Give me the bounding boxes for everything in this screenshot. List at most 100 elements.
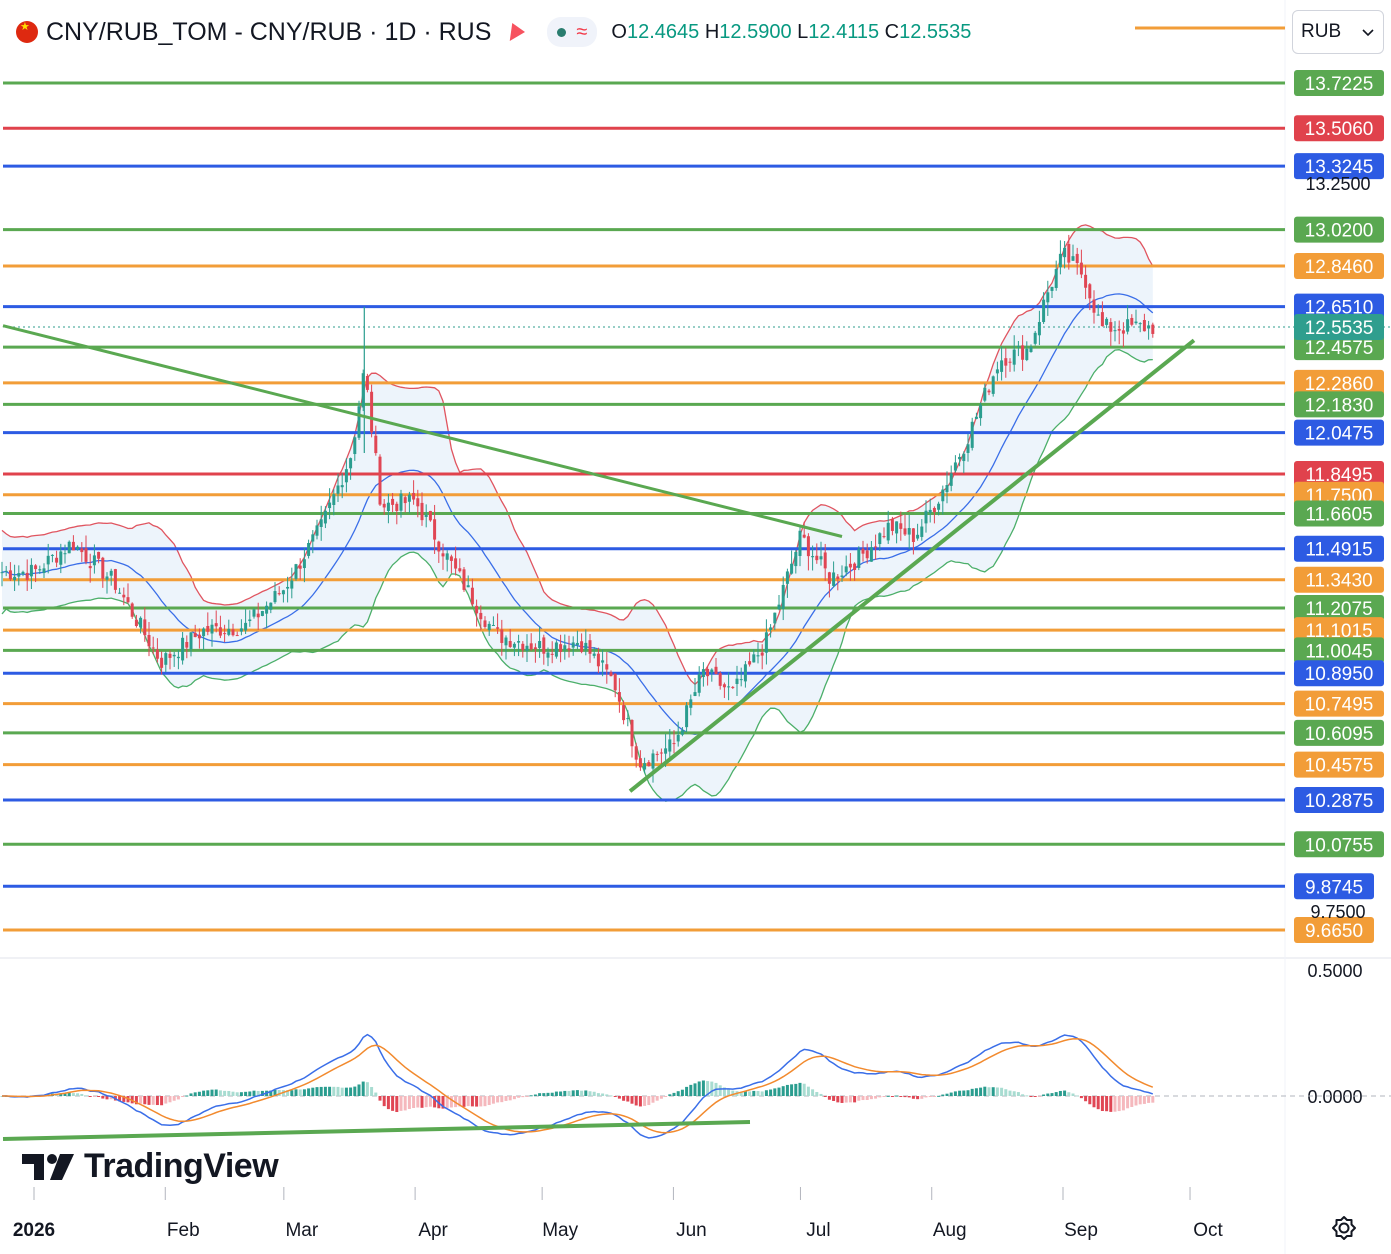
candle [403, 495, 407, 513]
candle [126, 583, 130, 604]
candle-body [974, 416, 978, 419]
price-tag-bg [1294, 460, 1384, 487]
candle [613, 673, 617, 698]
macd-histogram-bar [227, 1090, 231, 1096]
candle [491, 616, 495, 626]
macd-histogram-bar [958, 1090, 962, 1096]
symbol-title[interactable]: CNY/RUB_TOM - CNY/RUB · 1D · RUS [46, 17, 492, 46]
macd-histogram-bar [202, 1090, 206, 1096]
candle [832, 561, 836, 588]
price-tag-bg [1294, 751, 1384, 778]
candle-body [231, 629, 235, 636]
candle-body [832, 572, 836, 586]
macd-histogram-bar [609, 1095, 613, 1097]
macd-histogram-bar [542, 1093, 546, 1096]
candle [391, 493, 395, 513]
macd-histogram-bar [290, 1090, 294, 1096]
candle-body [651, 753, 655, 769]
candle-body [399, 493, 403, 511]
currency-select[interactable]: RUB [1292, 10, 1384, 54]
candle [298, 558, 302, 580]
tradingview-logo[interactable]: TradingView [22, 1147, 279, 1186]
price-tag-text: 10.6095 [1305, 724, 1374, 745]
macd-histogram-bar [193, 1092, 197, 1096]
candle-body [76, 546, 80, 550]
macd-histogram-bar [664, 1096, 668, 1097]
macd-histogram-bar [815, 1091, 819, 1096]
candle [1100, 301, 1104, 327]
candle-body [223, 633, 227, 635]
candle [328, 488, 332, 520]
candle-body [59, 551, 63, 565]
price-tag-11.3430: 11.3430 [1294, 566, 1384, 593]
macd-histogram-bar [294, 1089, 298, 1096]
macd-histogram-bar [832, 1096, 836, 1101]
macd-histogram-bar [731, 1090, 735, 1096]
x-tick-label: Jun [676, 1220, 707, 1241]
candle-body [386, 502, 390, 511]
macd-histogram-bar [874, 1096, 878, 1099]
macd-histogram-bar [567, 1090, 571, 1096]
price-tag-text: 11.6605 [1305, 504, 1372, 525]
candle-body [731, 686, 735, 688]
candle-body [1096, 314, 1100, 316]
candle [29, 558, 33, 589]
candle-body [491, 624, 495, 626]
candle-body [1088, 284, 1092, 299]
flag-marker-icon[interactable] [510, 23, 527, 41]
candle-body [1075, 253, 1079, 264]
candle [937, 501, 941, 516]
macd-histogram-bar [361, 1081, 365, 1096]
candle [311, 530, 315, 554]
macd-histogram-bar [336, 1086, 340, 1096]
candle [924, 500, 928, 533]
candle-body [13, 576, 17, 581]
macd-histogram-bar [1004, 1089, 1008, 1096]
candle-body [403, 497, 407, 504]
candle [840, 565, 844, 583]
candle [97, 551, 101, 564]
candle-body [802, 534, 806, 538]
candle [886, 510, 890, 544]
candle-body [1092, 299, 1096, 313]
candle [508, 628, 512, 648]
macd-histogram-bar [718, 1085, 722, 1096]
macd-histogram-bar [206, 1090, 210, 1096]
macd-histogram-bar [1054, 1092, 1058, 1096]
macd-histogram-bar [1075, 1095, 1079, 1097]
macd-histogram-bar [84, 1095, 88, 1097]
candle [1029, 344, 1033, 353]
macd-histogram-bar [92, 1096, 96, 1097]
price-tag-text: 12.2860 [1305, 374, 1374, 395]
candle [773, 612, 777, 631]
candle [714, 658, 718, 675]
macd-histogram-bar [974, 1088, 978, 1096]
macd-histogram-bar [1121, 1096, 1125, 1111]
macd-histogram-bar [1088, 1096, 1092, 1105]
candle [281, 589, 285, 603]
indicator-toggle[interactable]: ≈ [547, 17, 598, 47]
candle [1000, 346, 1004, 381]
candle [286, 576, 290, 603]
candle-body [1067, 243, 1071, 263]
candle-body [1063, 247, 1067, 258]
settings-gear-icon[interactable] [1330, 1214, 1358, 1242]
candle [244, 609, 248, 635]
candle-body [689, 699, 693, 708]
candle [143, 607, 147, 642]
macd-histogram-bar [580, 1090, 584, 1096]
candle [794, 549, 798, 574]
macd-histogram-bar [630, 1096, 634, 1104]
candle-body [260, 610, 264, 616]
macd-histogram-bar [168, 1096, 172, 1103]
x-tick-label: Oct [1193, 1220, 1223, 1241]
candle [811, 545, 815, 571]
candle [483, 616, 487, 629]
candle-body [500, 629, 504, 643]
price-tag-10.6095: 10.6095 [1294, 719, 1384, 746]
macd-histogram-bar [1138, 1096, 1142, 1105]
price-tag-12.2860: 12.2860 [1294, 369, 1384, 396]
candle [437, 540, 441, 563]
macd-histogram-bar [349, 1087, 353, 1096]
